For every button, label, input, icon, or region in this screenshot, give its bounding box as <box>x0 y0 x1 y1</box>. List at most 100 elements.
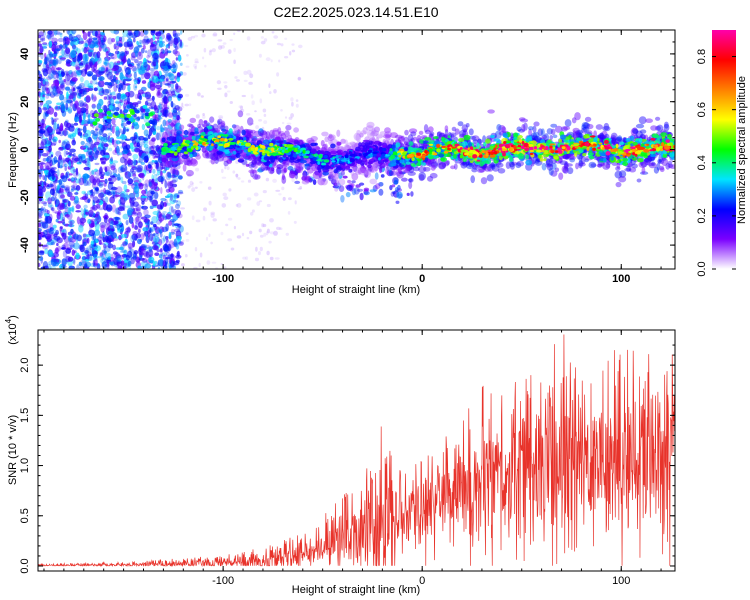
noise-blob <box>135 204 142 212</box>
noise-blob <box>85 211 89 216</box>
ridge-blob <box>528 126 534 131</box>
ridge-blob <box>214 156 219 164</box>
noise-blob <box>259 246 263 252</box>
noise-blob <box>114 50 120 55</box>
ridge-blob <box>521 124 526 132</box>
side-feature-blob <box>95 117 101 122</box>
noise-blob <box>133 37 136 43</box>
noise-blob <box>91 43 97 47</box>
noise-blob <box>104 88 112 94</box>
noise-blob <box>132 176 140 184</box>
ridge-blob <box>261 131 268 139</box>
noise-blob <box>98 240 102 245</box>
noise-blob <box>65 248 72 254</box>
noise-blob <box>133 113 137 118</box>
noise-blob <box>134 135 138 140</box>
noise-blob <box>168 220 173 226</box>
noise-blob <box>259 98 263 104</box>
noise-blob <box>93 87 98 92</box>
noise-blob <box>46 235 52 243</box>
noise-blob <box>255 125 259 130</box>
ridge-blob <box>190 158 197 165</box>
ridge-blob <box>563 126 570 131</box>
noise-blob <box>138 51 142 57</box>
noise-blob <box>180 30 183 35</box>
side-feature-blob <box>93 113 99 118</box>
noise-blob <box>272 178 277 183</box>
noise-blob <box>156 92 164 98</box>
ridge-blob <box>515 162 522 169</box>
noise-blob <box>130 55 136 61</box>
noise-blob <box>110 260 116 267</box>
noise-blob <box>109 75 116 82</box>
noise-blob <box>79 40 85 44</box>
noise-blob <box>80 76 84 83</box>
noise-blob <box>60 185 65 188</box>
noise-blob <box>103 61 107 65</box>
noise-blob <box>181 102 184 108</box>
noise-blob <box>38 162 41 167</box>
noise-blob <box>65 80 71 86</box>
noise-blob <box>75 34 82 38</box>
noise-blob <box>103 257 110 261</box>
ridge-blob <box>302 171 307 178</box>
ridge-blob <box>288 174 297 179</box>
dispersion-blob <box>351 188 357 196</box>
noise-blob <box>159 248 163 253</box>
noise-blob <box>97 70 105 75</box>
noise-blob <box>56 242 59 247</box>
noise-blob <box>211 261 217 264</box>
noise-blob <box>89 150 94 156</box>
noise-blob <box>72 87 76 92</box>
noise-blob <box>145 100 149 106</box>
noise-blob <box>206 260 211 265</box>
noise-blob <box>73 257 76 265</box>
noise-blob <box>171 60 176 66</box>
noise-blob <box>98 124 103 129</box>
noise-blob <box>138 229 141 233</box>
noise-blob <box>122 213 129 220</box>
noise-blob <box>55 218 59 223</box>
dispersion-blob <box>294 180 301 184</box>
noise-blob <box>120 164 124 173</box>
noise-blob <box>114 101 122 104</box>
noise-blob <box>105 154 110 159</box>
noise-blob <box>135 232 141 239</box>
noise-blob <box>90 56 97 63</box>
noise-blob <box>157 36 160 43</box>
noise-blob <box>169 180 174 187</box>
noise-blob <box>54 105 61 110</box>
noise-blob <box>70 166 74 170</box>
noise-blob <box>63 96 68 104</box>
noise-blob <box>63 163 68 168</box>
noise-blob <box>129 136 136 141</box>
noise-blob <box>162 214 166 218</box>
noise-blob <box>146 190 154 198</box>
noise-blob <box>62 187 68 190</box>
noise-blob <box>87 31 91 37</box>
noise-blob <box>137 42 142 48</box>
dispersion-blob <box>401 177 408 182</box>
noise-blob <box>85 62 89 71</box>
noise-blob <box>133 46 140 54</box>
noise-blob <box>38 210 43 217</box>
noise-blob <box>82 134 88 140</box>
ridge-blob <box>554 167 560 173</box>
noise-blob <box>70 49 77 59</box>
noise-blob <box>98 192 105 199</box>
noise-blob <box>120 146 124 149</box>
noise-blob <box>91 248 95 254</box>
ridge-blob <box>444 125 449 132</box>
noise-blob <box>53 119 57 123</box>
ridge-blob <box>461 124 468 132</box>
noise-blob <box>112 238 118 242</box>
noise-blob <box>170 83 175 89</box>
noise-blob <box>142 258 148 263</box>
noise-blob <box>235 173 239 179</box>
noise-blob <box>286 122 292 125</box>
noise-blob <box>172 30 177 38</box>
noise-blob <box>169 196 176 205</box>
noise-blob <box>73 200 80 206</box>
noise-blob <box>50 265 57 269</box>
noise-blob <box>119 72 124 81</box>
